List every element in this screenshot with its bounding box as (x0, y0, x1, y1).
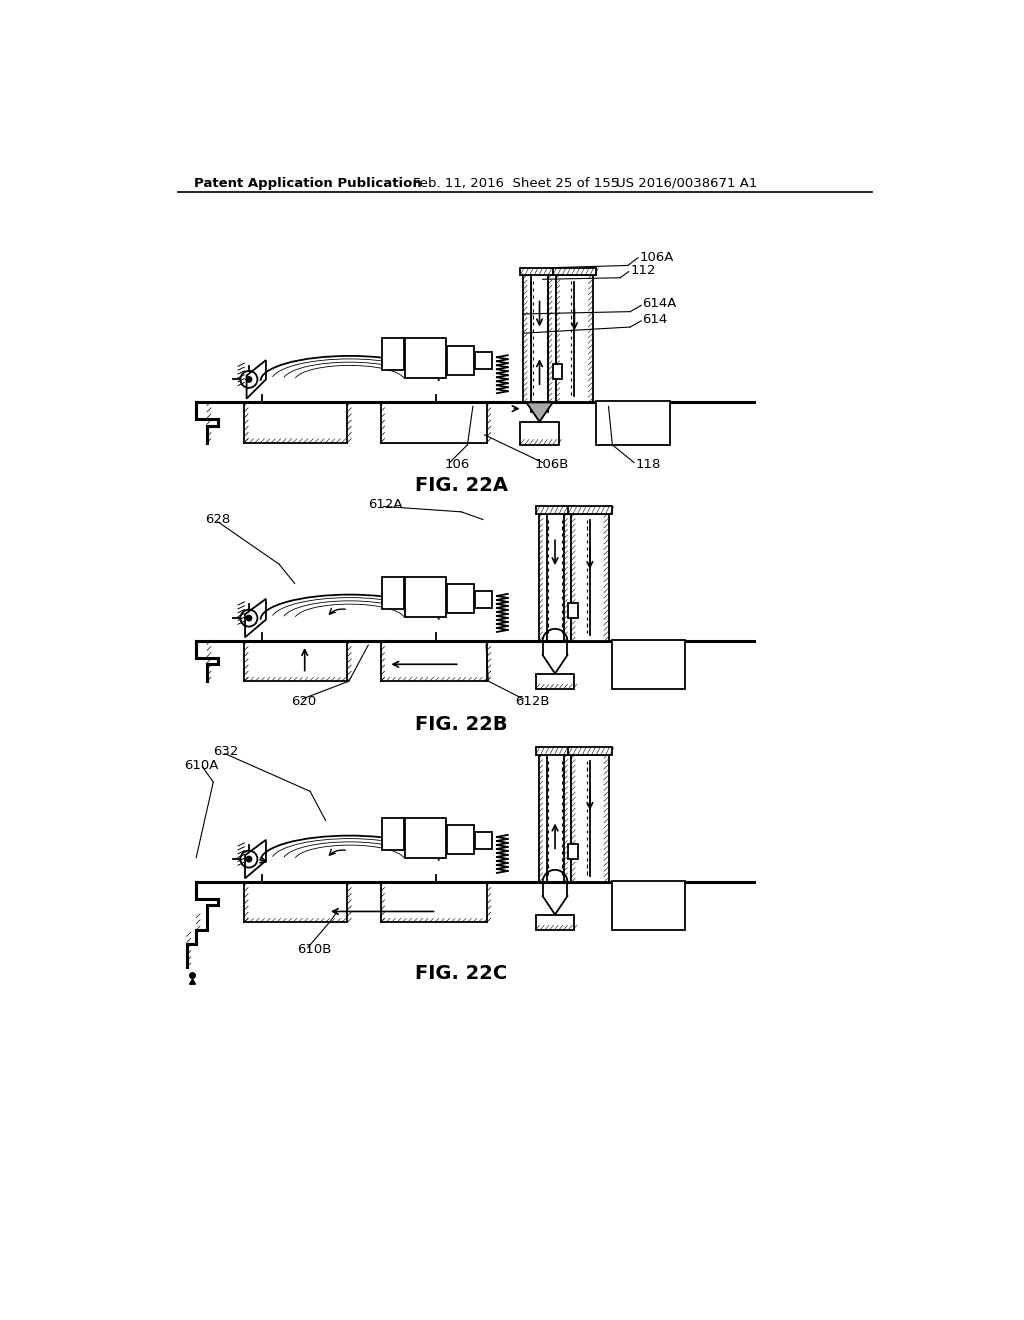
Bar (596, 401, 670, 445)
Bar (523, 276, 531, 403)
Text: 632: 632 (213, 744, 239, 758)
Bar (536, 915, 574, 929)
Text: 106A: 106A (640, 251, 674, 264)
Bar (611, 640, 685, 689)
Text: 106B: 106B (535, 458, 569, 471)
Text: FIG. 22C: FIG. 22C (415, 964, 507, 982)
Bar (536, 747, 574, 755)
Circle shape (246, 615, 252, 622)
Text: 106: 106 (444, 458, 469, 471)
Bar (406, 577, 445, 616)
Bar (536, 507, 574, 515)
Bar (611, 880, 685, 929)
Circle shape (246, 376, 252, 383)
Bar (568, 843, 578, 859)
Bar (406, 338, 445, 378)
Text: 628: 628 (206, 513, 230, 527)
Bar (553, 268, 596, 276)
Bar (568, 507, 611, 515)
Bar (406, 817, 445, 858)
Text: 112: 112 (630, 264, 655, 277)
Text: 612A: 612A (369, 498, 402, 511)
Bar (382, 338, 403, 370)
Text: 614: 614 (643, 313, 668, 326)
Bar (539, 755, 547, 882)
Text: 118: 118 (636, 458, 662, 471)
Bar (548, 276, 556, 403)
Polygon shape (526, 403, 553, 422)
Bar (520, 422, 559, 445)
Bar (571, 515, 608, 642)
Bar (475, 832, 493, 849)
Bar (568, 603, 578, 618)
Text: 610A: 610A (183, 759, 218, 772)
Bar (520, 268, 559, 276)
Bar (563, 755, 571, 882)
Text: 610B: 610B (297, 944, 332, 957)
Text: FIG. 22B: FIG. 22B (415, 715, 508, 734)
Text: 620: 620 (291, 694, 316, 708)
Bar (553, 364, 562, 379)
Bar (568, 747, 611, 755)
Text: FIG. 22A: FIG. 22A (415, 477, 508, 495)
Text: Feb. 11, 2016  Sheet 25 of 155: Feb. 11, 2016 Sheet 25 of 155 (414, 177, 620, 190)
Bar (571, 755, 608, 882)
Bar (447, 585, 474, 614)
Text: 614A: 614A (643, 297, 677, 310)
Bar (475, 352, 493, 370)
Bar (556, 276, 593, 403)
Bar (563, 515, 571, 642)
Bar (447, 825, 474, 854)
Bar (539, 515, 547, 642)
Bar (475, 591, 493, 609)
Text: US 2016/0038671 A1: US 2016/0038671 A1 (616, 177, 758, 190)
Bar (382, 817, 403, 850)
Text: 612B: 612B (515, 694, 550, 708)
Bar (382, 577, 403, 609)
Circle shape (246, 855, 252, 862)
Text: Patent Application Publication: Patent Application Publication (194, 177, 422, 190)
Bar (447, 346, 474, 375)
Bar (536, 673, 574, 689)
